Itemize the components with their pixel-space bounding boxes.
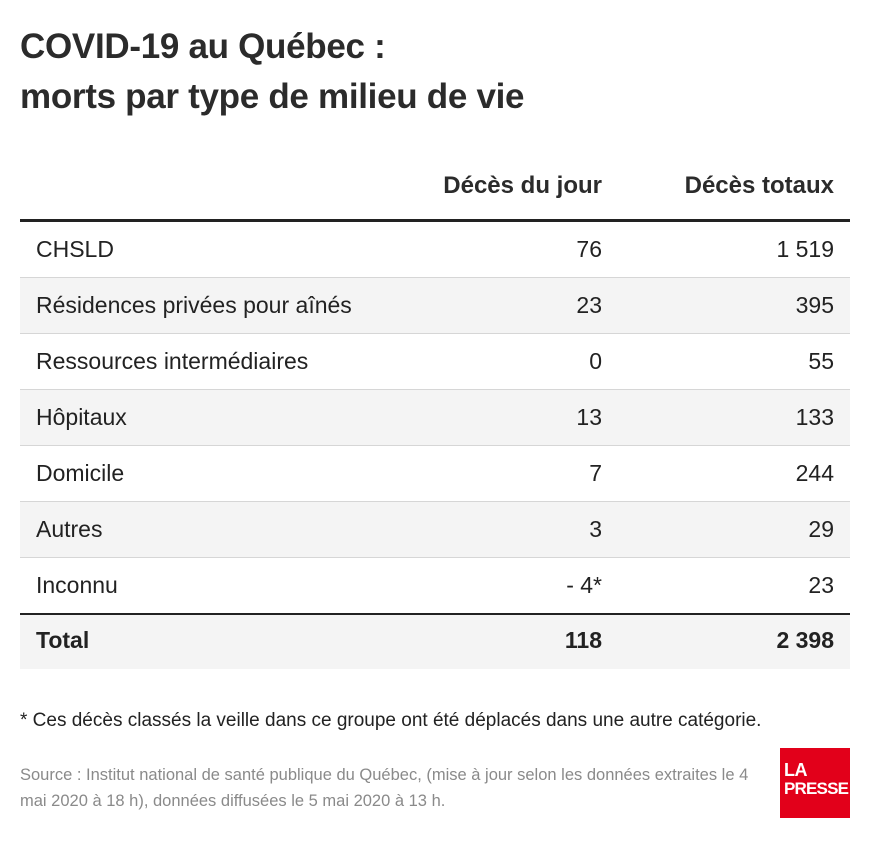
table-row: Hôpitaux 13 133: [20, 390, 850, 446]
total-label: Total: [36, 627, 90, 653]
header-daily-deaths: Décès du jour: [443, 172, 602, 199]
header-total-deaths: Décès totaux: [684, 172, 834, 199]
table-row: Ressources intermédiaires 0 55: [20, 334, 850, 390]
total-total: 2 398: [776, 627, 834, 653]
row-label: Résidences privées pour aînés: [36, 292, 352, 318]
table-row: Inconnu - 4* 23: [20, 558, 850, 615]
row-label: Domicile: [36, 460, 125, 486]
row-total: 395: [795, 292, 834, 318]
row-daily: - 4*: [566, 572, 602, 598]
deaths-table: Décès du jour Décès totaux CHSLD 76 1 51…: [20, 164, 850, 669]
title-line-1: COVID-19 au Québec :: [20, 27, 386, 66]
row-daily: 76: [576, 236, 602, 262]
table-row: Autres 3 29: [20, 502, 850, 558]
footnote: * Ces décès classés la veille dans ce gr…: [20, 710, 762, 731]
table-header: Décès du jour Décès totaux: [20, 164, 850, 222]
row-label: Autres: [36, 516, 103, 542]
row-total: 244: [795, 460, 834, 486]
row-label: CHSLD: [36, 236, 114, 262]
row-total: 133: [795, 404, 834, 430]
title-line-2: morts par type de milieu de vie: [20, 77, 525, 116]
row-total: 55: [808, 348, 834, 374]
la-presse-logo: LA PRESSE: [780, 748, 850, 818]
table-row: Domicile 7 244: [20, 446, 850, 502]
row-label: Ressources intermédiaires: [36, 348, 309, 374]
row-label: Inconnu: [36, 572, 118, 598]
row-daily: 3: [589, 516, 602, 542]
logo-line-2: PRESSE: [784, 779, 849, 798]
table-row: CHSLD 76 1 519: [20, 222, 850, 278]
total-daily: 118: [564, 627, 602, 653]
row-daily: 13: [576, 404, 602, 430]
page-title: COVID-19 au Québec : morts par type de m…: [20, 22, 840, 122]
row-total: 29: [808, 516, 834, 542]
row-daily: 23: [576, 292, 602, 318]
row-daily: 7: [589, 460, 602, 486]
row-total: 1 519: [776, 236, 834, 262]
row-total: 23: [808, 572, 834, 598]
source-note: Source : Institut national de santé publ…: [20, 766, 749, 810]
logo-line-1: LA: [784, 760, 808, 780]
row-label: Hôpitaux: [36, 404, 127, 430]
table-total-row: Total 118 2 398: [20, 615, 850, 669]
table-row: Résidences privées pour aînés 23 395: [20, 278, 850, 334]
row-daily: 0: [589, 348, 602, 374]
